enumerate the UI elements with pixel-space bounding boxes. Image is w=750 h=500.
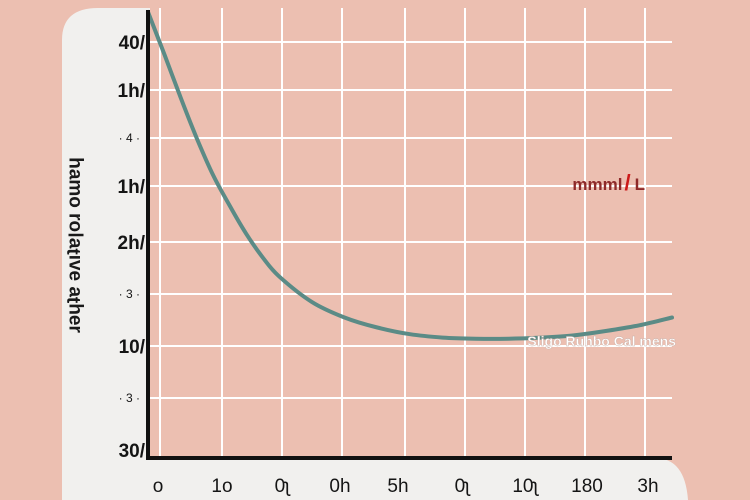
x-tick-label: 10ʅ (512, 476, 539, 497)
y-axis-label: ɹǝɥʇɐ ǝʌıʇɐןoɹ oɯɐɥ (64, 157, 85, 333)
series-line (146, 10, 674, 341)
y-tick-label: · 3 · (119, 391, 140, 405)
y-tick-label: 40/ (119, 33, 146, 54)
y-axis-ticks: 40/1h/ · 4 · 1h/2h/ · 3 · 10/ · 3 · 30/ (118, 33, 146, 462)
series-annotation: Sligo Ruhbo Cal mens (527, 333, 676, 349)
x-tick-label: 0ʅ (455, 476, 472, 497)
x-tick-label: 180 (571, 476, 603, 497)
x-tick-label: 1o (211, 476, 232, 497)
x-axis-ticks: o 1o 0ʅ 0h 5h 0ʅ 10ʅ 180 3h (153, 476, 659, 497)
y-tick-label: · 3 · (119, 287, 140, 301)
y-tick-label: · 4 · (119, 131, 140, 145)
x-tick-label: 3h (637, 476, 658, 497)
chart-panel (62, 8, 688, 500)
unit-slash: / (624, 170, 630, 195)
unit-annotation: mmml/ L (572, 170, 645, 195)
unit-text-before: mmml (572, 175, 622, 194)
unit-text-after: L (635, 175, 645, 194)
x-tick-label: 0h (329, 476, 350, 497)
y-tick-label: 10/ (119, 337, 146, 358)
grid (150, 8, 672, 456)
y-tick-label: 1h/ (118, 81, 146, 102)
y-tick-label: 2h/ (118, 233, 146, 254)
x-tick-label: 5h (387, 476, 408, 497)
y-tick-label: 1h/ (118, 177, 146, 198)
x-tick-label: o (153, 476, 164, 497)
y-tick-label: 30/ (119, 441, 146, 462)
x-tick-label: 0ʅ (275, 476, 292, 497)
